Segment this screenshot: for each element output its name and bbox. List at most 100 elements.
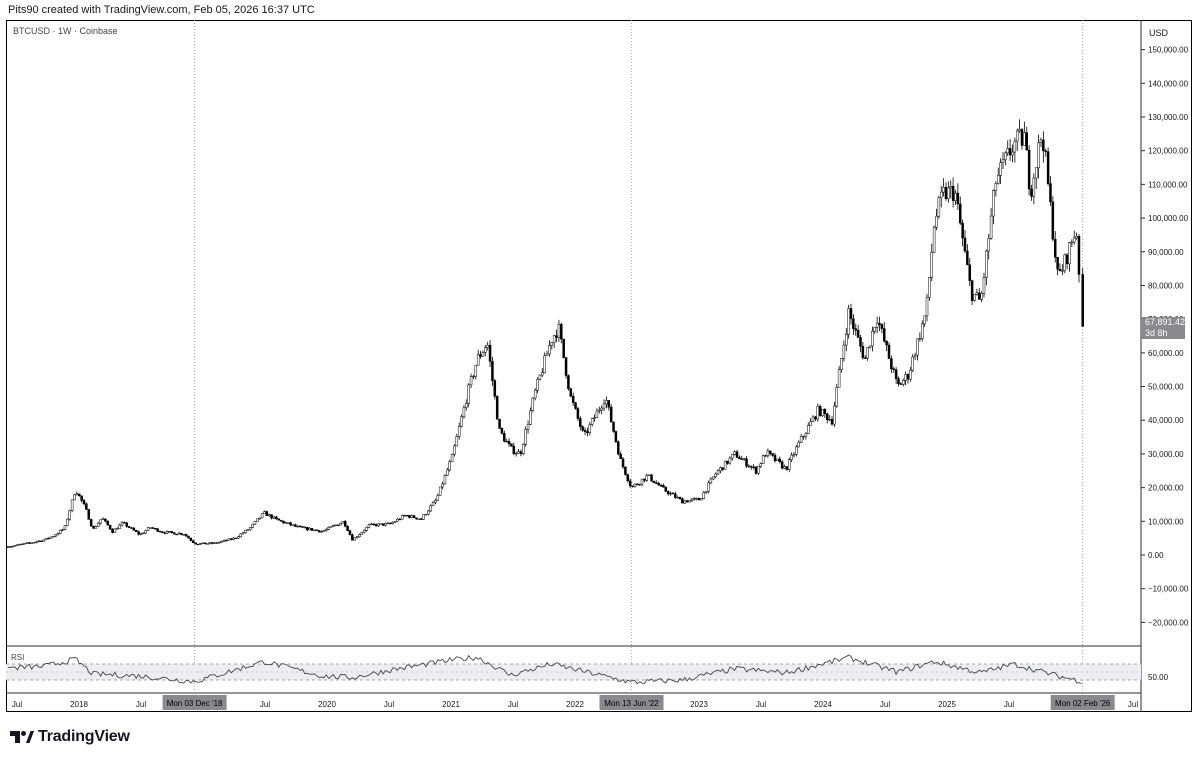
candle-body bbox=[761, 455, 765, 464]
candle-body bbox=[593, 417, 596, 419]
candle-body bbox=[457, 426, 461, 437]
candle-body bbox=[944, 187, 948, 199]
candle-body bbox=[624, 466, 627, 475]
candle-body bbox=[438, 486, 442, 496]
candle-body bbox=[87, 509, 90, 520]
candle-body bbox=[657, 482, 660, 486]
candle-body bbox=[693, 498, 696, 500]
candle-body bbox=[393, 521, 397, 523]
candle-body bbox=[607, 400, 611, 408]
candle-body bbox=[170, 531, 174, 533]
candle-body bbox=[92, 525, 95, 529]
candle-body bbox=[550, 342, 554, 346]
candle-body bbox=[512, 445, 516, 454]
candle-body bbox=[329, 526, 333, 528]
candle-body bbox=[766, 450, 770, 456]
price-tick-label: 150,000.00 bbox=[1148, 46, 1189, 55]
candle-body bbox=[142, 532, 145, 535]
candle-body bbox=[638, 483, 641, 486]
crosshair-date-label: Mon 03 Dec '18 bbox=[167, 699, 223, 708]
candle-body bbox=[267, 514, 271, 516]
candle-body bbox=[324, 529, 328, 532]
candle-body bbox=[384, 523, 387, 526]
price-tick-label: 120,000.00 bbox=[1148, 147, 1189, 156]
candle-body bbox=[678, 497, 682, 499]
candle-body bbox=[735, 451, 739, 458]
candle-body bbox=[538, 374, 542, 380]
currency-label[interactable]: USD bbox=[1149, 28, 1169, 38]
candle-body bbox=[647, 474, 651, 476]
candle-body bbox=[386, 522, 390, 525]
candle-body bbox=[370, 523, 373, 526]
symbol-legend[interactable]: BTCUSD · 1W · Coinbase bbox=[13, 26, 118, 36]
candle-body bbox=[213, 542, 216, 544]
candle-body bbox=[925, 296, 929, 317]
candle-body bbox=[194, 542, 197, 545]
candle-body bbox=[721, 467, 725, 470]
candle-body bbox=[405, 515, 409, 517]
candle-body bbox=[248, 527, 252, 530]
candle-body bbox=[1072, 237, 1076, 243]
candle-body bbox=[522, 444, 525, 454]
candle-body bbox=[626, 474, 630, 482]
candle-body bbox=[1034, 167, 1038, 179]
time-tick-label: Jul bbox=[1128, 700, 1138, 709]
candle-body bbox=[455, 436, 459, 447]
candle-body bbox=[134, 530, 138, 532]
candle-body bbox=[263, 511, 266, 514]
candle-body bbox=[780, 461, 784, 469]
candle-body bbox=[381, 523, 385, 526]
rsi-level-label: 50.00 bbox=[1148, 673, 1169, 682]
candle-body bbox=[203, 542, 207, 545]
candle-body bbox=[662, 485, 665, 488]
candle-body bbox=[828, 419, 831, 421]
candle-body bbox=[524, 428, 527, 445]
candle-body bbox=[909, 369, 912, 380]
candle-body bbox=[180, 532, 183, 535]
candle-body bbox=[923, 315, 926, 325]
candle-body bbox=[1051, 201, 1055, 240]
candle-body bbox=[260, 513, 264, 519]
candle-body bbox=[968, 264, 971, 281]
candle-body bbox=[377, 523, 380, 527]
candle-body bbox=[322, 530, 326, 532]
candle-body bbox=[23, 543, 26, 545]
candle-body bbox=[253, 521, 257, 525]
candle-body bbox=[621, 458, 625, 468]
candle-body bbox=[54, 534, 57, 537]
candle-body bbox=[419, 518, 423, 520]
candle-body bbox=[1039, 139, 1043, 143]
candle-body bbox=[481, 352, 485, 357]
candle-body bbox=[733, 451, 736, 455]
candle-body bbox=[153, 528, 157, 530]
candle-body bbox=[39, 540, 43, 542]
candle-body bbox=[28, 542, 31, 544]
candle-body bbox=[336, 524, 340, 526]
candle-body bbox=[85, 503, 88, 510]
candle-body bbox=[210, 542, 214, 544]
candle-body bbox=[885, 340, 888, 346]
candle-body bbox=[555, 335, 558, 338]
candle-body bbox=[111, 528, 114, 533]
candle-body bbox=[726, 460, 729, 464]
candle-body bbox=[44, 537, 48, 541]
candle-body bbox=[215, 542, 219, 544]
candle-body bbox=[740, 458, 744, 460]
candle-body bbox=[258, 517, 261, 520]
candle-body bbox=[664, 486, 668, 492]
candle-body bbox=[101, 518, 105, 520]
candle-body bbox=[600, 407, 603, 411]
candle-body bbox=[901, 380, 905, 385]
candle-body bbox=[1013, 140, 1017, 153]
candle-body bbox=[982, 277, 986, 294]
candle-body bbox=[1053, 238, 1057, 258]
candle-body bbox=[958, 203, 962, 224]
rsi-label[interactable]: RSI bbox=[11, 653, 25, 662]
candle-body bbox=[417, 518, 421, 520]
candle-body bbox=[816, 406, 820, 420]
candle-body bbox=[479, 354, 482, 357]
candle-body bbox=[1065, 254, 1069, 265]
candle-body bbox=[911, 356, 914, 371]
tradingview-logo[interactable]: TradingView bbox=[10, 727, 130, 747]
